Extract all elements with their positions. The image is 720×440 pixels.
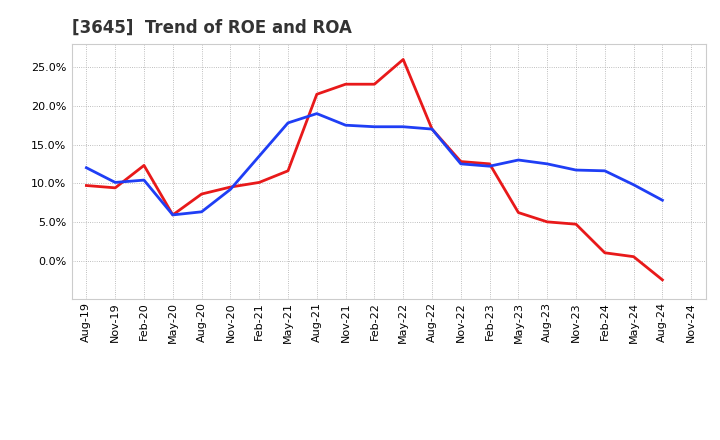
ROA <box>658 198 667 203</box>
ROE <box>658 277 667 282</box>
ROE <box>485 161 494 166</box>
Text: [3645]  Trend of ROE and ROA: [3645] Trend of ROE and ROA <box>72 19 352 37</box>
Legend: ROE, ROA: ROE, ROA <box>305 439 472 440</box>
ROE <box>572 222 580 227</box>
ROA <box>341 123 350 128</box>
ROA <box>572 167 580 172</box>
ROA <box>456 161 465 166</box>
ROA <box>370 124 379 129</box>
ROE <box>168 212 177 217</box>
ROE <box>399 57 408 62</box>
ROA <box>312 111 321 116</box>
ROE <box>456 159 465 164</box>
ROA <box>284 120 292 125</box>
ROA <box>428 126 436 132</box>
ROE <box>514 210 523 215</box>
ROE <box>312 92 321 97</box>
ROE <box>543 219 552 224</box>
ROA <box>485 164 494 169</box>
ROE <box>341 81 350 87</box>
ROA <box>111 180 120 185</box>
ROE <box>226 184 235 190</box>
ROA <box>82 165 91 170</box>
ROE <box>284 168 292 173</box>
ROA <box>514 158 523 163</box>
ROA <box>600 168 609 173</box>
ROE <box>140 163 148 168</box>
ROE <box>111 185 120 191</box>
ROA <box>629 182 638 187</box>
ROA <box>543 161 552 166</box>
ROE <box>255 180 264 185</box>
ROA <box>226 187 235 192</box>
ROA <box>399 124 408 129</box>
ROE <box>428 126 436 132</box>
ROA <box>140 177 148 183</box>
ROE <box>629 254 638 259</box>
ROE <box>197 191 206 197</box>
ROA <box>168 212 177 217</box>
ROE <box>600 250 609 256</box>
ROE <box>370 81 379 87</box>
ROA <box>197 209 206 214</box>
ROE <box>82 183 91 188</box>
Line: ROE: ROE <box>86 59 662 280</box>
Line: ROA: ROA <box>86 114 662 215</box>
ROA <box>255 154 264 159</box>
